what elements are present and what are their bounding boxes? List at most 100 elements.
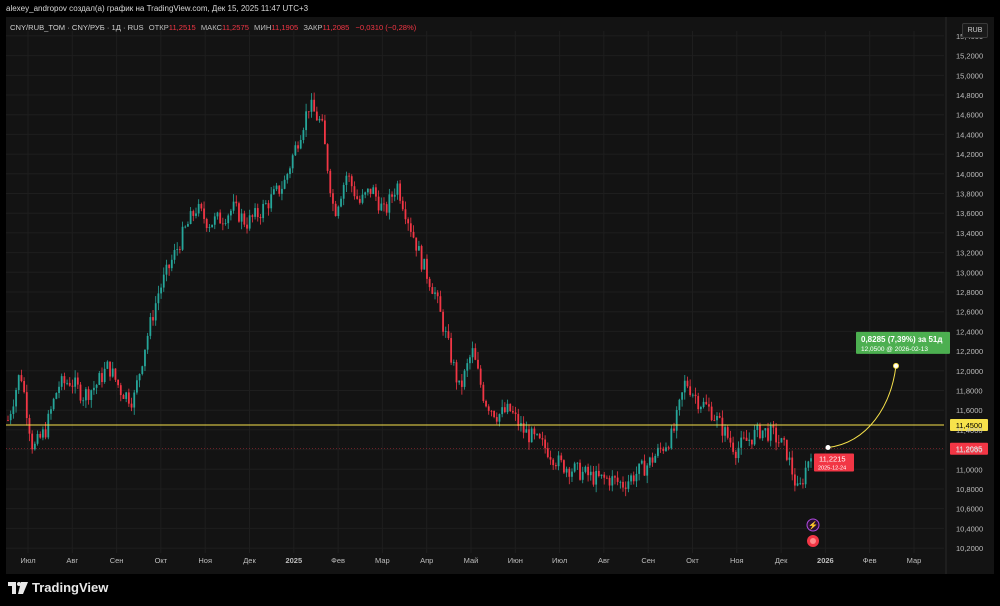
candle-body xyxy=(691,394,694,396)
candle-body xyxy=(47,413,50,438)
candle-body xyxy=(442,311,444,332)
candle-body xyxy=(243,213,246,225)
tradingview-logo[interactable]: TradingView xyxy=(8,580,108,595)
candle-body xyxy=(498,414,501,422)
candle-body xyxy=(471,348,474,358)
candle-body xyxy=(63,376,66,384)
candle-body xyxy=(635,473,638,482)
candle-body xyxy=(12,406,15,415)
candle-body xyxy=(538,433,541,439)
lightning-icon-glyph: ⚡ xyxy=(808,520,818,530)
candle-body xyxy=(482,384,485,401)
candle-body xyxy=(369,188,372,194)
time-tick-label: Авг xyxy=(598,556,610,565)
last-price-badge xyxy=(950,442,988,455)
candle-body xyxy=(536,433,538,435)
price-tick-label: 12,6000 xyxy=(956,308,983,317)
high-value: 11,2575 xyxy=(222,23,249,32)
candle-body xyxy=(294,145,297,156)
open-label: ОТКР xyxy=(148,23,169,32)
candle-body xyxy=(350,176,353,187)
price-tick-label: 14,6000 xyxy=(956,111,983,120)
price-tick-label: 14,0000 xyxy=(956,170,983,179)
candle-body xyxy=(514,412,517,415)
candle-body xyxy=(455,362,458,383)
candle-body xyxy=(101,373,103,383)
candle-body xyxy=(764,428,767,431)
candle-body xyxy=(724,427,726,436)
candle-body xyxy=(659,447,662,449)
candle-body xyxy=(589,471,592,476)
candle-body xyxy=(616,477,619,482)
candle-body xyxy=(324,120,326,145)
candle-body xyxy=(321,118,324,121)
candle-body xyxy=(662,448,665,451)
candle-body xyxy=(98,373,101,385)
price-chart[interactable]: 11,4500 11,2085 0,8285 (7,39%) за 51д 12,05… xyxy=(6,17,994,574)
time-tick-label: Фев xyxy=(863,556,877,565)
candle-body xyxy=(436,292,439,297)
candle-body xyxy=(788,457,791,460)
candle-body xyxy=(9,414,12,421)
price-tick-label: 13,2000 xyxy=(956,249,983,258)
candle-body xyxy=(608,477,611,486)
candle-body xyxy=(479,368,482,385)
price-tick-label: 13,8000 xyxy=(956,190,983,199)
candle-body xyxy=(235,201,238,204)
candle-body xyxy=(313,99,316,112)
candle-body xyxy=(793,474,796,486)
candle-body xyxy=(203,208,205,219)
candle-body xyxy=(74,377,77,387)
candle-body xyxy=(528,429,530,443)
candle-body xyxy=(769,425,772,441)
candle-body xyxy=(460,380,463,387)
candle-body xyxy=(221,223,224,225)
candle-body xyxy=(246,224,248,229)
candle-body xyxy=(415,237,418,251)
price-tick-label: 10,6000 xyxy=(956,505,983,514)
candle-body xyxy=(230,210,232,216)
candle-body xyxy=(114,368,117,380)
candle-body xyxy=(254,208,256,217)
candle-body xyxy=(509,403,512,412)
time-tick-label: Июл xyxy=(552,556,567,565)
candle-body xyxy=(654,455,657,463)
candle-body xyxy=(165,264,168,275)
candle-body xyxy=(807,461,810,468)
candle-body xyxy=(267,203,270,209)
candle-body xyxy=(391,194,393,197)
candle-body xyxy=(810,458,812,462)
price-marker-date: 2025-12-24 xyxy=(818,465,846,471)
time-tick-label: Мар xyxy=(375,556,390,565)
candle-body xyxy=(326,144,329,171)
candle-body xyxy=(281,188,283,194)
candle-body xyxy=(595,470,598,485)
candle-body xyxy=(144,349,146,367)
low-label: МИН xyxy=(254,23,272,32)
currency-button[interactable]: RUB xyxy=(962,23,988,38)
forecast-start-dot xyxy=(825,444,831,450)
candle-body xyxy=(157,293,160,304)
price-tick-label: 12,4000 xyxy=(956,327,983,336)
forecast-end-dot xyxy=(893,362,899,369)
candle-body xyxy=(130,403,133,408)
candle-body xyxy=(444,331,447,333)
candle-body xyxy=(262,203,265,219)
time-tick-label: Сен xyxy=(110,556,124,565)
price-tick-label: 10,8000 xyxy=(956,485,983,494)
candle-body xyxy=(160,287,162,294)
candle-body xyxy=(587,466,589,476)
candle-body xyxy=(178,249,181,250)
candle-body xyxy=(385,204,388,213)
candle-body xyxy=(490,410,493,412)
candle-body xyxy=(624,487,627,489)
candle-body xyxy=(84,389,87,401)
symbol-name[interactable]: CNY/RUB_TOM · CNY/РУБ · 1Д · RUS xyxy=(10,23,144,32)
chart-panel[interactable]: 11,4500 11,2085 0,8285 (7,39%) за 51д 12,05… xyxy=(6,17,994,574)
candle-body xyxy=(745,437,748,441)
time-axis: Июл Авг Сен Окт Ноя Дек 2025 Фев Мар Апр Май Июн Июл… xyxy=(20,556,921,565)
horizontal-level-label: 11,4500 xyxy=(956,421,983,430)
dividend-event-icon-inner xyxy=(810,538,816,544)
candle-body xyxy=(211,224,214,228)
candle-body xyxy=(152,317,154,321)
